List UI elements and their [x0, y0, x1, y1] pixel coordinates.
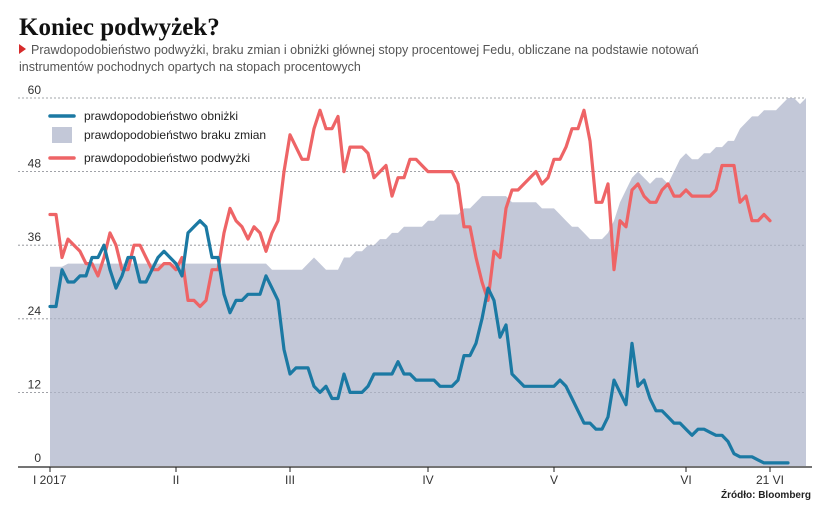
series-line-cut	[48, 219, 790, 465]
series-area-nochange	[50, 98, 806, 466]
x-tick-label: I 2017	[33, 473, 67, 487]
y-tick-label: 60	[28, 83, 42, 97]
x-tick-label: V	[550, 473, 558, 487]
x-tick-label: 21 VI	[756, 473, 784, 487]
subtitle-text: Prawdopodobieństwo podwyżki, braku zmian…	[19, 43, 699, 74]
x-tick-label: IV	[422, 473, 433, 487]
legend-label: prawdopodobieństwo obniżki	[84, 109, 238, 123]
y-tick-label: 0	[34, 451, 41, 465]
legend-label: prawdopodobieństwo podwyżki	[84, 151, 250, 165]
line-series-layer	[48, 108, 790, 465]
y-tick-label: 12	[28, 377, 42, 391]
x-tick-label: II	[173, 473, 180, 487]
series-line-hike	[48, 108, 772, 309]
legend-label: prawdopodobieństwo braku zmian	[84, 128, 266, 142]
source-note: Źródło: Bloomberg	[721, 490, 811, 501]
chart-subtitle: Prawdopodobieństwo podwyżki, braku zmian…	[19, 42, 699, 76]
gridlines-overlay	[18, 97, 806, 393]
x-tick-label: III	[285, 473, 295, 487]
x-tick-label: VI	[680, 473, 691, 487]
legend: prawdopodobieństwo obniżki prawdopodobień…	[48, 109, 266, 165]
area-series-layer	[50, 98, 806, 466]
chart-title: Koniec podwyżek?	[19, 14, 220, 41]
y-tick-label: 24	[28, 304, 42, 318]
y-tick-label: 36	[28, 230, 42, 244]
triangle-marker-icon	[19, 44, 26, 54]
y-tick-label: 48	[28, 157, 42, 171]
legend-swatch-nochange	[52, 127, 72, 143]
